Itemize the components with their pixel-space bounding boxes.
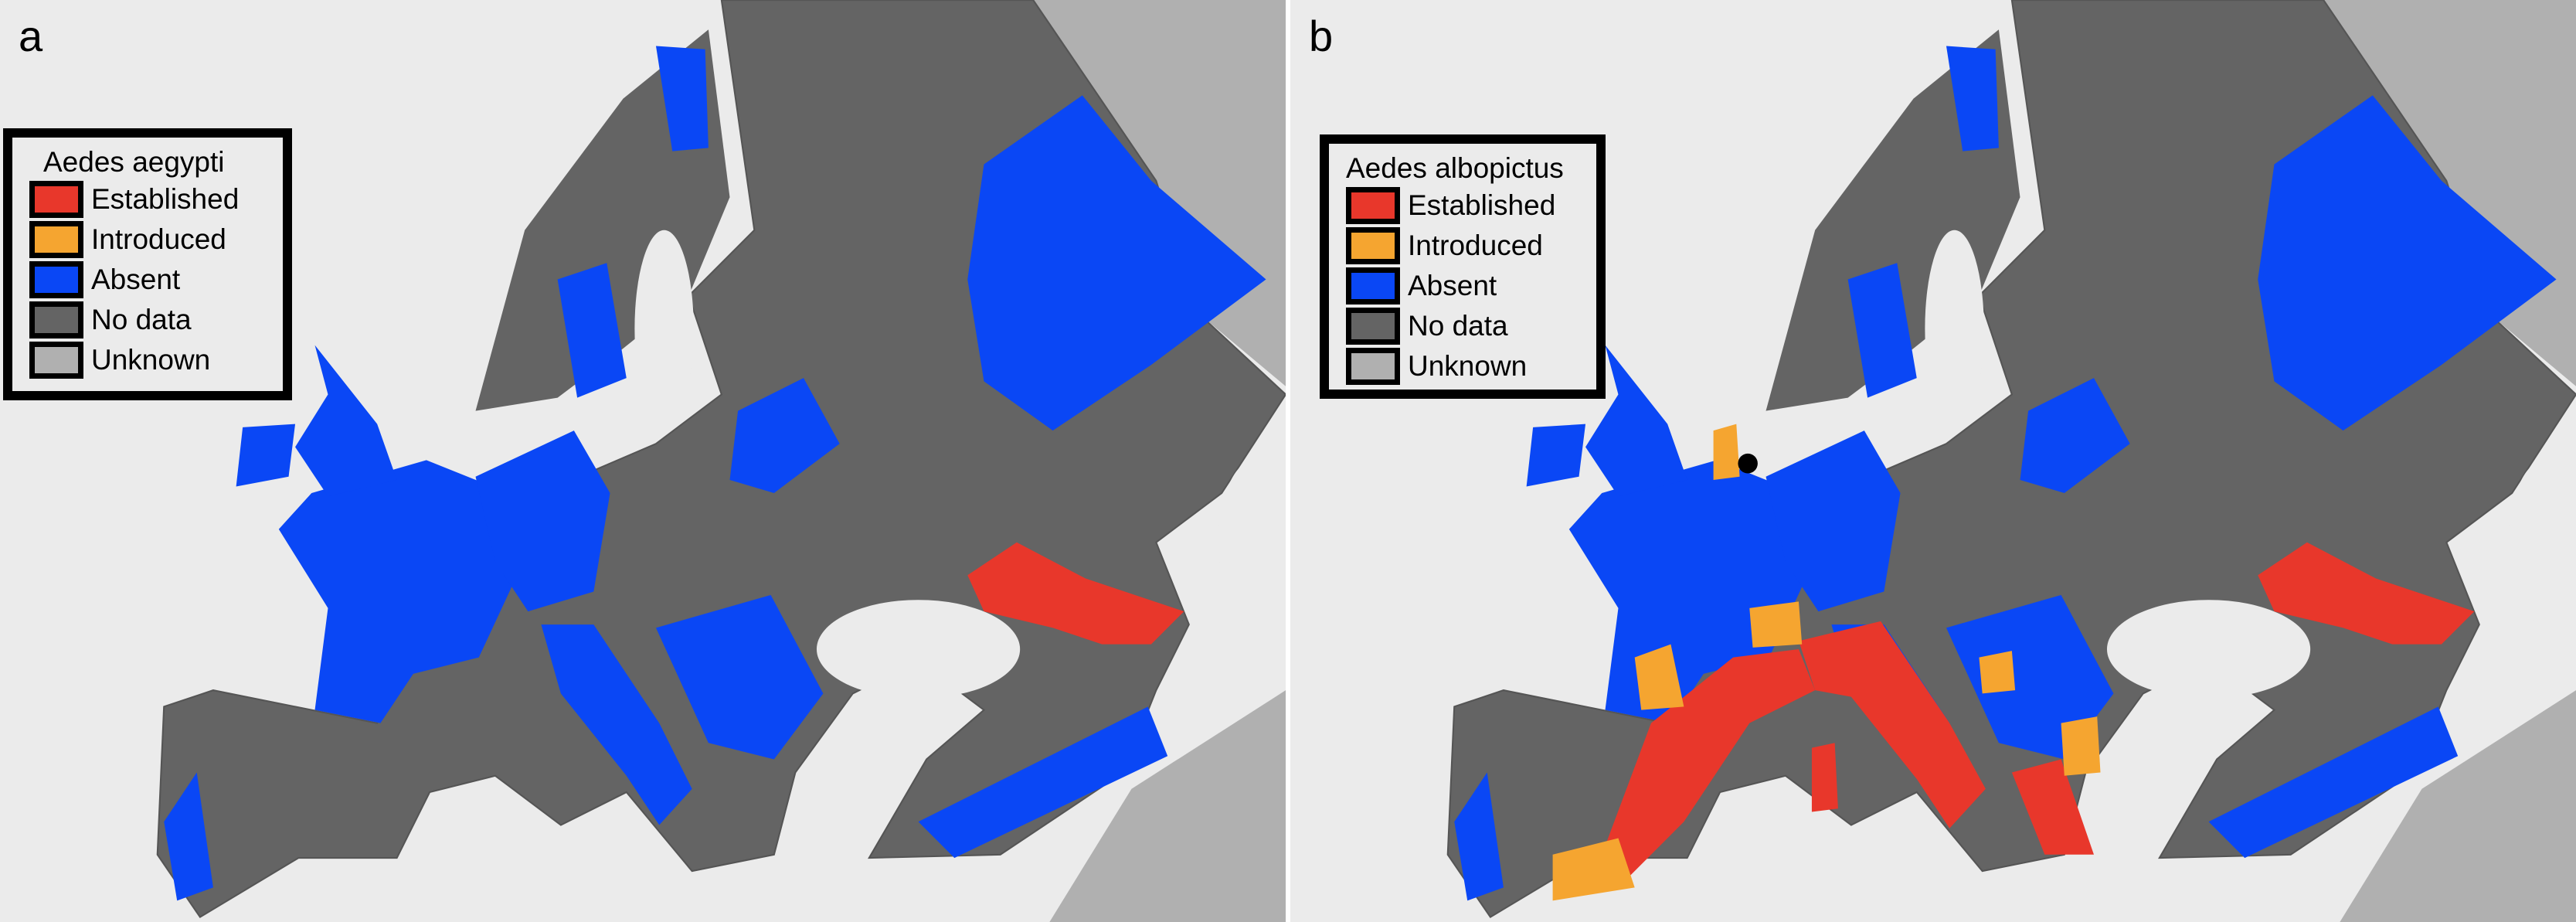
- swatch: [29, 342, 83, 379]
- swatch: [29, 301, 83, 339]
- legend-item-absent: Absent: [1346, 266, 1579, 306]
- swatch: [1346, 187, 1400, 224]
- legend-item-unknown: Unknown: [29, 340, 266, 380]
- netherlands-introduced: [1713, 424, 1740, 480]
- swatch: [1346, 267, 1400, 304]
- map-panel-b: b Aedes albopictus Established Introduce…: [1290, 0, 2576, 922]
- swatch: [1346, 348, 1400, 385]
- europe-map-aedes-albopictus: [1446, 0, 2576, 922]
- legend-title: Aedes aegypti: [43, 146, 225, 178]
- panel-label: a: [19, 12, 43, 60]
- italy-established: [1798, 621, 1986, 828]
- legend-item-established: Established: [29, 179, 266, 219]
- legend-item-established: Established: [1346, 185, 1579, 226]
- map-panel-a: a Aedes aegypti Established Introduced A…: [0, 0, 1286, 922]
- legend-title: Aedes albopictus: [1346, 152, 1564, 184]
- balkans-introduced: [1979, 651, 2016, 694]
- greece-established: [2011, 759, 2094, 855]
- legend-item-introduced: Introduced: [1346, 226, 1579, 266]
- swatch: [1346, 227, 1400, 264]
- legend-item-unknown: Unknown: [1346, 346, 1579, 386]
- legend: Aedes albopictus Established Introduced …: [1320, 134, 1606, 399]
- spain-introduced: [1552, 838, 1635, 901]
- legend: Aedes aegypti Established Introduced Abs…: [3, 128, 292, 400]
- legend-item-no-data: No data: [29, 300, 266, 340]
- greece-introduced: [2061, 716, 2101, 776]
- legend-item-no-data: No data: [1346, 306, 1579, 346]
- france-introduced: [1634, 644, 1684, 710]
- marker-dot: [1738, 453, 1758, 474]
- legend-item-introduced: Introduced: [29, 219, 266, 260]
- mediterranean-coast-established: [1602, 648, 1816, 888]
- swatch: [29, 181, 83, 218]
- swatch: [1346, 308, 1400, 345]
- sardinia-established: [1811, 743, 1838, 812]
- swatch: [29, 261, 83, 298]
- panel-label: b: [1309, 12, 1334, 60]
- legend-item-absent: Absent: [29, 260, 266, 300]
- swatch: [29, 221, 83, 258]
- switzerland-introduced: [1749, 601, 1803, 648]
